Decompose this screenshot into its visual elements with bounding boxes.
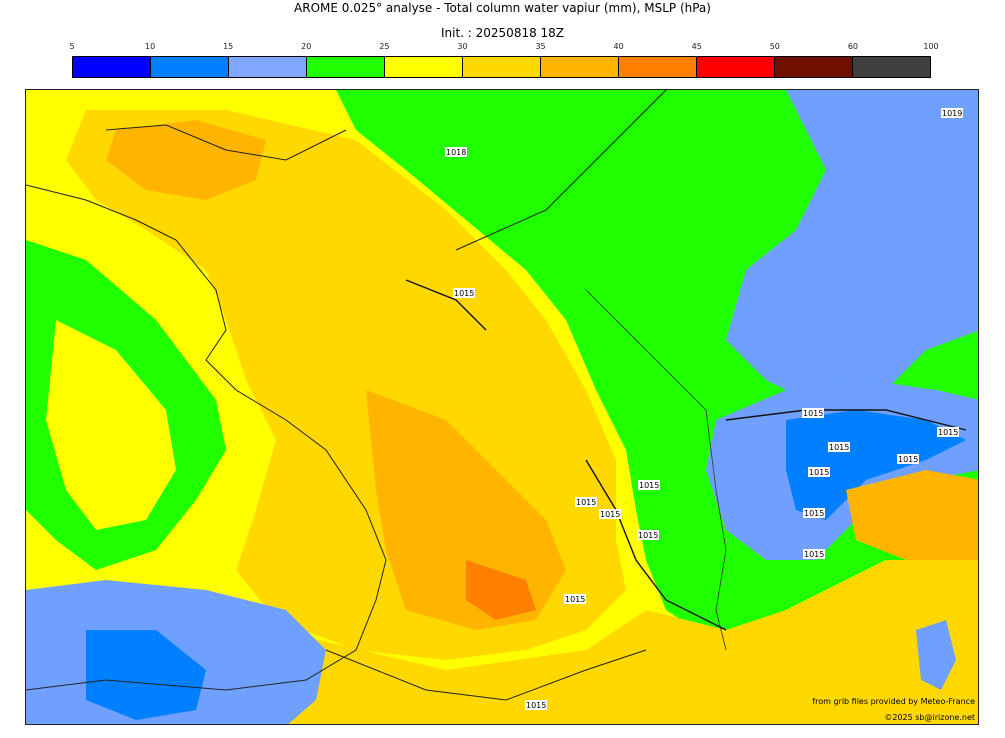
init-time: Init. : 20250818 18Z [440, 26, 565, 40]
chart-title: AROME 0.025° analyse - Total column wate… [294, 1, 711, 15]
isobar-label: 1015 [803, 508, 825, 518]
isobar-line [725, 409, 967, 431]
coastline-west [26, 184, 387, 691]
svg-text:1015: 1015 [576, 498, 596, 507]
isobar-label: 1015 [637, 530, 659, 540]
isobar-label: 1015 [937, 427, 959, 437]
band-35-40-southwest [366, 390, 566, 630]
map-svg: 1015 1015 1015 1015 1015 1015 1015 1015 1015 1015… [26, 90, 978, 724]
svg-text:1015: 1015 [526, 701, 546, 710]
colorbar-tick-label: 10 [144, 42, 156, 51]
svg-text:1015: 1015 [638, 531, 658, 540]
colorbar-tick-label: 50 [769, 42, 780, 51]
colorbar-tick-label: 100 [923, 42, 939, 51]
svg-text:1015: 1015 [565, 595, 585, 604]
coastline-uk [105, 124, 347, 161]
colorbar-tick-label: 15 [223, 42, 234, 51]
svg-text:1015: 1015 [829, 443, 849, 452]
band-25-30-atlantic [46, 320, 176, 530]
isobar-line [585, 459, 727, 631]
border-east [585, 289, 727, 651]
isobar-label: 1015 [638, 480, 660, 490]
colorbar-segment [229, 57, 307, 77]
svg-text:1015: 1015 [938, 428, 958, 437]
band-10-15-alps [786, 410, 966, 520]
colorbar-tick-label: 40 [613, 42, 624, 51]
border-pyrenees [325, 649, 647, 701]
svg-text:1015: 1015 [454, 289, 474, 298]
colorbar-tick-label: 30 [457, 42, 468, 51]
colorbar-tick-label: 35 [535, 42, 546, 51]
colorbar-segment [697, 57, 775, 77]
isobar-label: 1015 [802, 408, 824, 418]
svg-text:1015: 1015 [803, 409, 823, 418]
colorbar-tick-label: 60 [847, 42, 858, 51]
colorbar-segment [307, 57, 385, 77]
band-10-15-iberia [86, 630, 206, 720]
coastline-north [455, 90, 667, 251]
band-15-20-corsica [916, 620, 956, 690]
svg-text:1015: 1015 [804, 550, 824, 559]
colorbar-segment [151, 57, 229, 77]
weather-map: 1015 1015 1015 1015 1015 1015 1015 1015 1015 1015… [25, 89, 979, 725]
source-credit: from grib files provided by Meteo-France [812, 697, 975, 706]
isobar-label: 1018 [445, 147, 467, 157]
colorbar-segment [775, 57, 853, 77]
isobar-label: 1015 [897, 454, 919, 464]
isobar-label: 1015 [828, 442, 850, 452]
svg-text:1015: 1015 [639, 481, 659, 490]
isobar-label: 1015 [803, 549, 825, 559]
colorbar-segment [541, 57, 619, 77]
band-40-45 [466, 560, 536, 620]
isobar-label: 1015 [575, 497, 597, 507]
colorbar-tick-label: 5 [69, 42, 75, 51]
isobar-labels: 1015 1015 1015 1015 1015 1015 1015 1015 1015 1015… [445, 108, 963, 710]
copyright-credit: ©2025 sb@irizone.net [884, 713, 975, 722]
band-35-40-channel [106, 120, 266, 200]
isobar-label: 1015 [808, 467, 830, 477]
colorbar-segment [619, 57, 697, 77]
colorbar-tick-label: 20 [301, 42, 312, 51]
svg-text:1015: 1015 [809, 468, 829, 477]
isobar-line [405, 279, 487, 331]
svg-text:1015: 1015 [600, 510, 620, 519]
isobar-label: 1015 [453, 288, 475, 298]
colorbar-segment [73, 57, 151, 77]
isobar-label: 1015 [525, 700, 547, 710]
colorbar-tick-label: 25 [379, 42, 390, 51]
svg-text:1019: 1019 [942, 109, 962, 118]
isobar-label: 1015 [599, 509, 621, 519]
band-15-20-northeast [726, 90, 978, 410]
colorbar-segment [853, 57, 930, 77]
band-35-40-po [846, 470, 978, 560]
isobar-label: 1019 [941, 108, 963, 118]
colorbar [72, 56, 931, 78]
colorbar-tick-label: 45 [691, 42, 702, 51]
colorbar-segment [385, 57, 463, 77]
svg-text:1015: 1015 [804, 509, 824, 518]
isobar-label: 1015 [564, 594, 586, 604]
colorbar-segment [463, 57, 541, 77]
svg-text:1018: 1018 [446, 148, 466, 157]
svg-text:1015: 1015 [898, 455, 918, 464]
